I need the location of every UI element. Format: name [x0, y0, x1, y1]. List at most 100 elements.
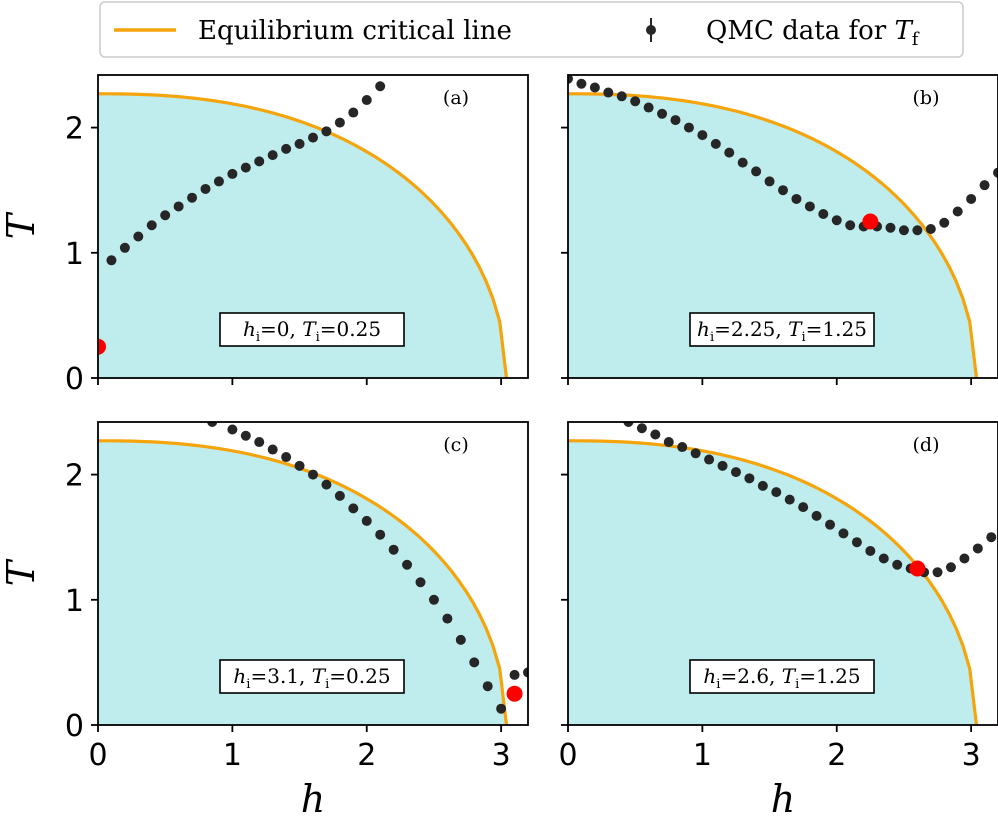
- qmc-point: [737, 157, 748, 168]
- qmc-point: [912, 225, 923, 236]
- param-h-value: 0: [277, 317, 290, 341]
- qmc-point: [281, 143, 292, 154]
- legend-line-label: Equilibrium critical line: [198, 16, 512, 46]
- params-label: hi=3.1, Ti=0.25: [233, 664, 390, 692]
- param-t-value: 0.25: [346, 664, 391, 688]
- params-label: hi=0, Ti=0.25: [243, 317, 381, 345]
- qmc-point: [724, 147, 735, 158]
- qmc-point: [415, 577, 426, 588]
- panel-frame: [97, 421, 529, 726]
- qmc-point: [939, 217, 950, 228]
- initial-point: [909, 560, 926, 577]
- param-t-eq: =: [799, 664, 816, 688]
- params-box: [219, 659, 405, 694]
- params-box: [689, 659, 875, 694]
- param-sep: ,: [775, 317, 788, 341]
- qmc-point: [106, 255, 117, 266]
- param-h-value: 3.1: [267, 664, 299, 688]
- param-t-var: T: [312, 664, 327, 688]
- param-sep: ,: [299, 664, 312, 688]
- qmc-point: [348, 107, 359, 118]
- qmc-point: [146, 220, 157, 231]
- qmc-point: [650, 429, 661, 440]
- ordered-phase-region: [568, 440, 977, 725]
- qmc-point: [375, 529, 386, 540]
- param-t-sub: i: [801, 330, 805, 345]
- param-t-value: 1.25: [822, 317, 867, 341]
- qmc-point: [710, 138, 721, 149]
- panel-frame: [97, 74, 529, 379]
- qmc-point: [207, 422, 218, 427]
- param-t-var: T: [782, 664, 797, 688]
- x-tick-label: 2: [357, 738, 376, 773]
- qmc-point: [784, 494, 795, 505]
- qmc-point: [334, 490, 345, 501]
- qmc-point: [616, 91, 627, 102]
- param-h-sub: i: [256, 330, 260, 345]
- param-h-eq: =: [714, 317, 731, 341]
- initial-point: [862, 213, 879, 230]
- legend-point-swatch: [646, 25, 656, 35]
- ordered-phase-region: [568, 93, 977, 378]
- qmc-point: [925, 224, 936, 234]
- qmc-point: [959, 553, 970, 564]
- critical-line: [568, 439, 979, 725]
- qmc-point: [979, 180, 990, 191]
- params-label: hi=2.6, Ti=1.25: [703, 664, 860, 692]
- qmc-point: [469, 657, 480, 668]
- param-h-var: h: [697, 317, 710, 341]
- panel-frame: [567, 421, 998, 726]
- qmc-point: [798, 502, 809, 513]
- qmc-point: [972, 543, 983, 554]
- qmc-point: [751, 166, 762, 177]
- qmc-point: [603, 87, 614, 98]
- qmc-point: [771, 487, 782, 498]
- qmc-point: [568, 75, 573, 84]
- qmc-point: [986, 532, 997, 543]
- qmc-point: [348, 503, 359, 514]
- x-tick-label: 3: [962, 738, 981, 773]
- qmc-point: [294, 138, 305, 149]
- qmc-point: [831, 215, 842, 226]
- plot-area: [98, 422, 528, 725]
- qmc-point: [173, 201, 184, 212]
- x-tick-label: 0: [88, 738, 107, 773]
- qmc-point: [361, 95, 372, 106]
- param-h-sub: i: [246, 677, 250, 692]
- x-tick-label: 1: [223, 738, 242, 773]
- param-h-eq: =: [260, 317, 277, 341]
- y-axis-label: T: [0, 211, 43, 239]
- x-tick-label: 0: [558, 738, 577, 773]
- param-h-value: 2.6: [737, 664, 769, 688]
- qmc-point: [865, 545, 876, 556]
- qmc-point: [811, 510, 822, 521]
- qmc-point: [428, 594, 439, 605]
- y-tick-label: 2: [65, 112, 84, 147]
- qmc-point: [227, 424, 238, 435]
- legend-points-sub: f: [912, 29, 920, 50]
- qmc-point: [952, 206, 963, 217]
- param-t-var: T: [788, 317, 803, 341]
- param-t-eq: =: [806, 317, 823, 341]
- panel-frame: [567, 74, 998, 379]
- param-h-value: 2.25: [731, 317, 776, 341]
- qmc-point: [455, 634, 466, 645]
- param-t-sub: i: [325, 677, 329, 692]
- qmc-point: [717, 460, 728, 471]
- param-t-eq: =: [329, 664, 346, 688]
- qmc-point: [119, 242, 130, 253]
- y-tick-label: 1: [65, 237, 84, 272]
- y-tick-label: 1: [65, 584, 84, 619]
- qmc-point: [804, 201, 815, 212]
- qmc-point: [704, 454, 715, 465]
- param-h-eq: =: [250, 664, 267, 688]
- qmc-point: [334, 117, 345, 128]
- param-t-sub: i: [316, 330, 320, 345]
- qmc-point: [966, 193, 977, 204]
- qmc-point: [240, 430, 251, 441]
- qmc-point: [187, 192, 198, 203]
- x-tick-label: 3: [492, 738, 511, 773]
